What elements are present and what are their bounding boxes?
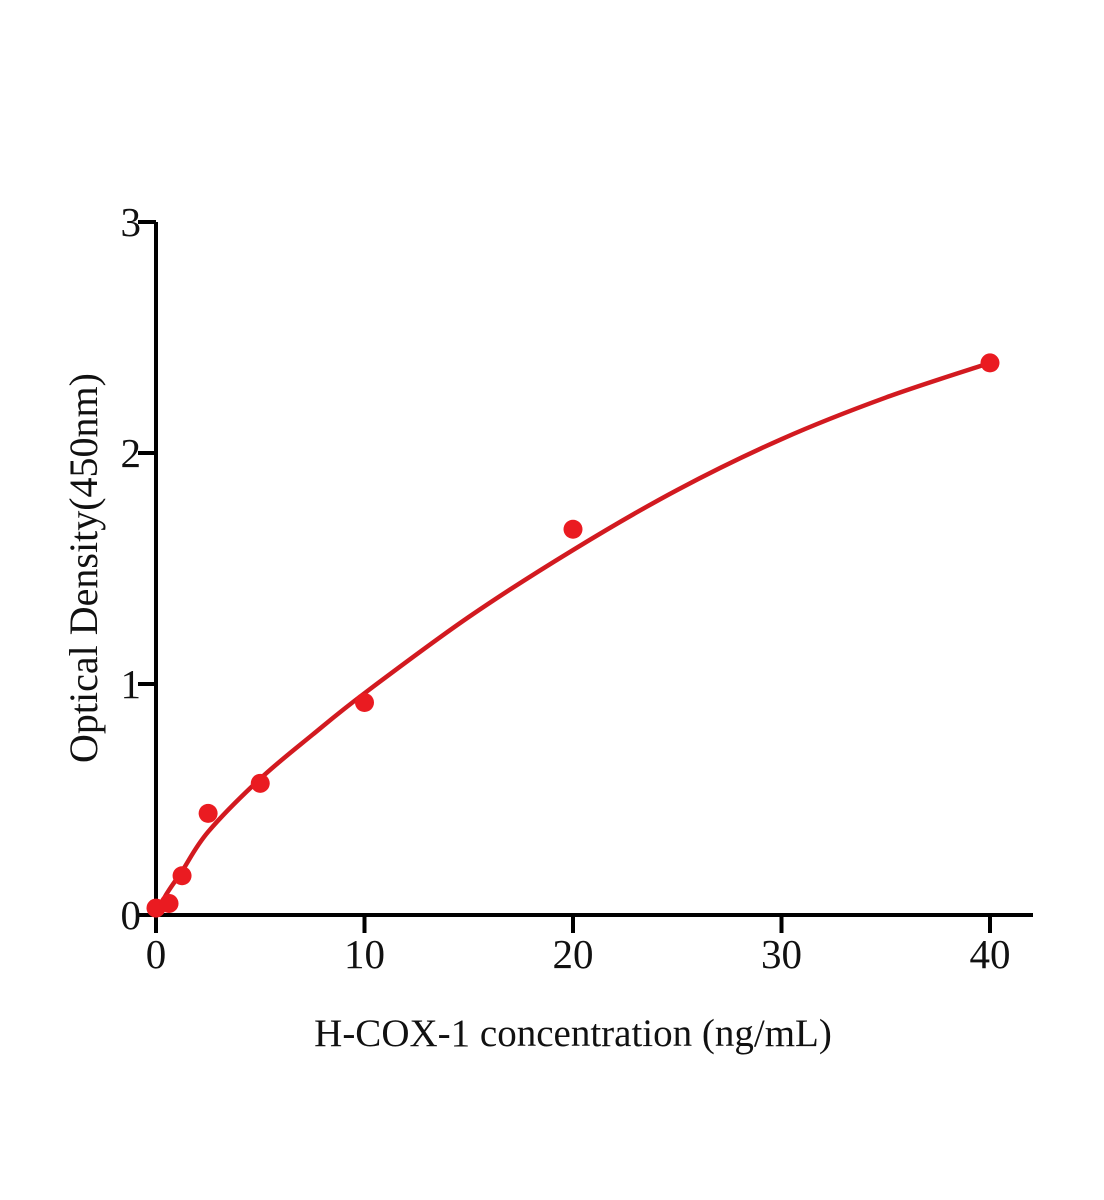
x-tick-label: 0	[146, 931, 167, 977]
y-tick-label: 3	[121, 199, 142, 245]
data-point	[159, 893, 179, 913]
y-tick-label: 2	[121, 430, 142, 476]
x-axis-title: H-COX-1 concentration (ng/mL)	[314, 1012, 832, 1055]
data-point	[172, 866, 192, 886]
data-point	[563, 519, 583, 539]
data-point	[355, 692, 374, 712]
data-point	[198, 803, 218, 823]
y-axis-title: Optical Density(450nm)	[61, 373, 106, 763]
x-tick-label: 30	[761, 931, 802, 977]
x-tick-label: 40	[970, 931, 1011, 977]
x-tick-label: 10	[344, 931, 385, 977]
y-tick-label: 1	[121, 661, 142, 707]
data-point	[250, 773, 270, 793]
fit-curve-line	[153, 360, 993, 918]
data-point	[980, 353, 1000, 373]
y-tick-label: 0	[121, 892, 142, 938]
x-tick-label: 20	[553, 931, 594, 977]
plot-content-group	[146, 353, 1000, 918]
